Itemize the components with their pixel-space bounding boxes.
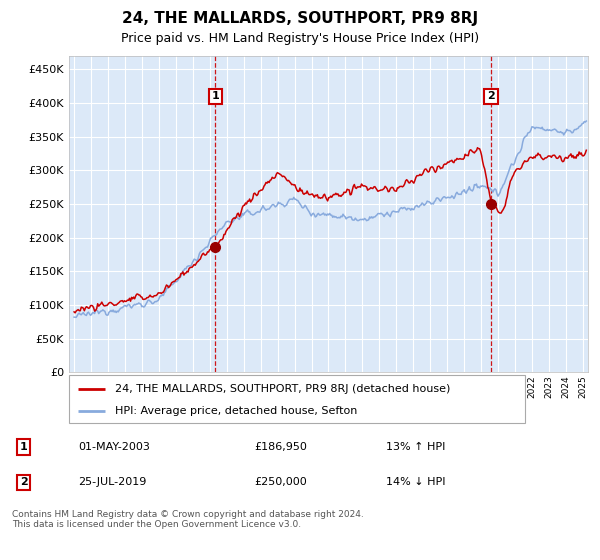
Text: 25-JUL-2019: 25-JUL-2019	[78, 477, 146, 487]
Text: HPI: Average price, detached house, Sefton: HPI: Average price, detached house, Seft…	[115, 406, 357, 416]
Text: 2: 2	[20, 477, 28, 487]
Text: £250,000: £250,000	[254, 477, 307, 487]
Text: Contains HM Land Registry data © Crown copyright and database right 2024.
This d: Contains HM Land Registry data © Crown c…	[12, 510, 364, 529]
Text: 13% ↑ HPI: 13% ↑ HPI	[386, 442, 446, 452]
Text: 01-MAY-2003: 01-MAY-2003	[78, 442, 150, 452]
Text: 24, THE MALLARDS, SOUTHPORT, PR9 8RJ: 24, THE MALLARDS, SOUTHPORT, PR9 8RJ	[122, 11, 478, 26]
Text: 1: 1	[211, 91, 219, 101]
Text: Price paid vs. HM Land Registry's House Price Index (HPI): Price paid vs. HM Land Registry's House …	[121, 32, 479, 45]
Text: 2: 2	[487, 91, 495, 101]
Text: £186,950: £186,950	[254, 442, 307, 452]
FancyBboxPatch shape	[69, 375, 525, 423]
Text: 24, THE MALLARDS, SOUTHPORT, PR9 8RJ (detached house): 24, THE MALLARDS, SOUTHPORT, PR9 8RJ (de…	[115, 384, 450, 394]
Text: 1: 1	[20, 442, 28, 452]
Text: 14% ↓ HPI: 14% ↓ HPI	[386, 477, 446, 487]
